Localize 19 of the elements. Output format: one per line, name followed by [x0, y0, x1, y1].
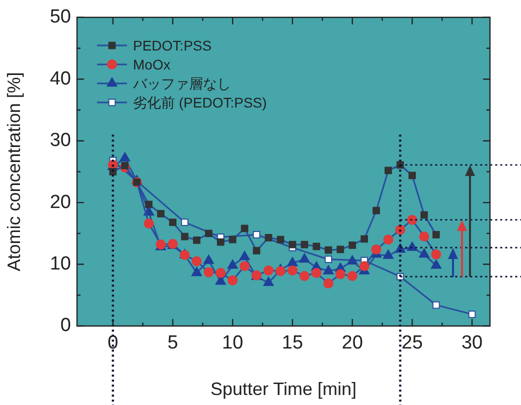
y-tick-label: 0 — [60, 315, 71, 336]
y-tick-label: 30 — [50, 130, 71, 152]
y-axis-title: Atomic concentration [%] — [4, 72, 24, 272]
y-tick-label: 40 — [50, 68, 71, 90]
legend-label: 劣化前 (PEDOT:PSS) — [133, 94, 267, 110]
legend-label: バッファ層なし — [132, 75, 231, 92]
x-tick-label: 15 — [282, 332, 304, 354]
x-tick-label: 20 — [342, 332, 363, 354]
x-tick-label: 0 — [108, 332, 118, 354]
legend-label: MoOx — [133, 56, 170, 72]
x-tick-label: 25 — [402, 332, 423, 354]
legend-label: PEDOT:PSS — [133, 37, 212, 54]
x-tick-label: 10 — [222, 332, 244, 354]
x-tick-label: 30 — [461, 332, 483, 354]
y-tick-label: 10 — [50, 254, 71, 275]
y-tick-label: 50 — [50, 6, 71, 28]
x-tick-label: 5 — [167, 332, 178, 354]
y-tick-label: 20 — [50, 192, 71, 213]
x-axis-title: Sputter Time [min] — [210, 379, 357, 400]
